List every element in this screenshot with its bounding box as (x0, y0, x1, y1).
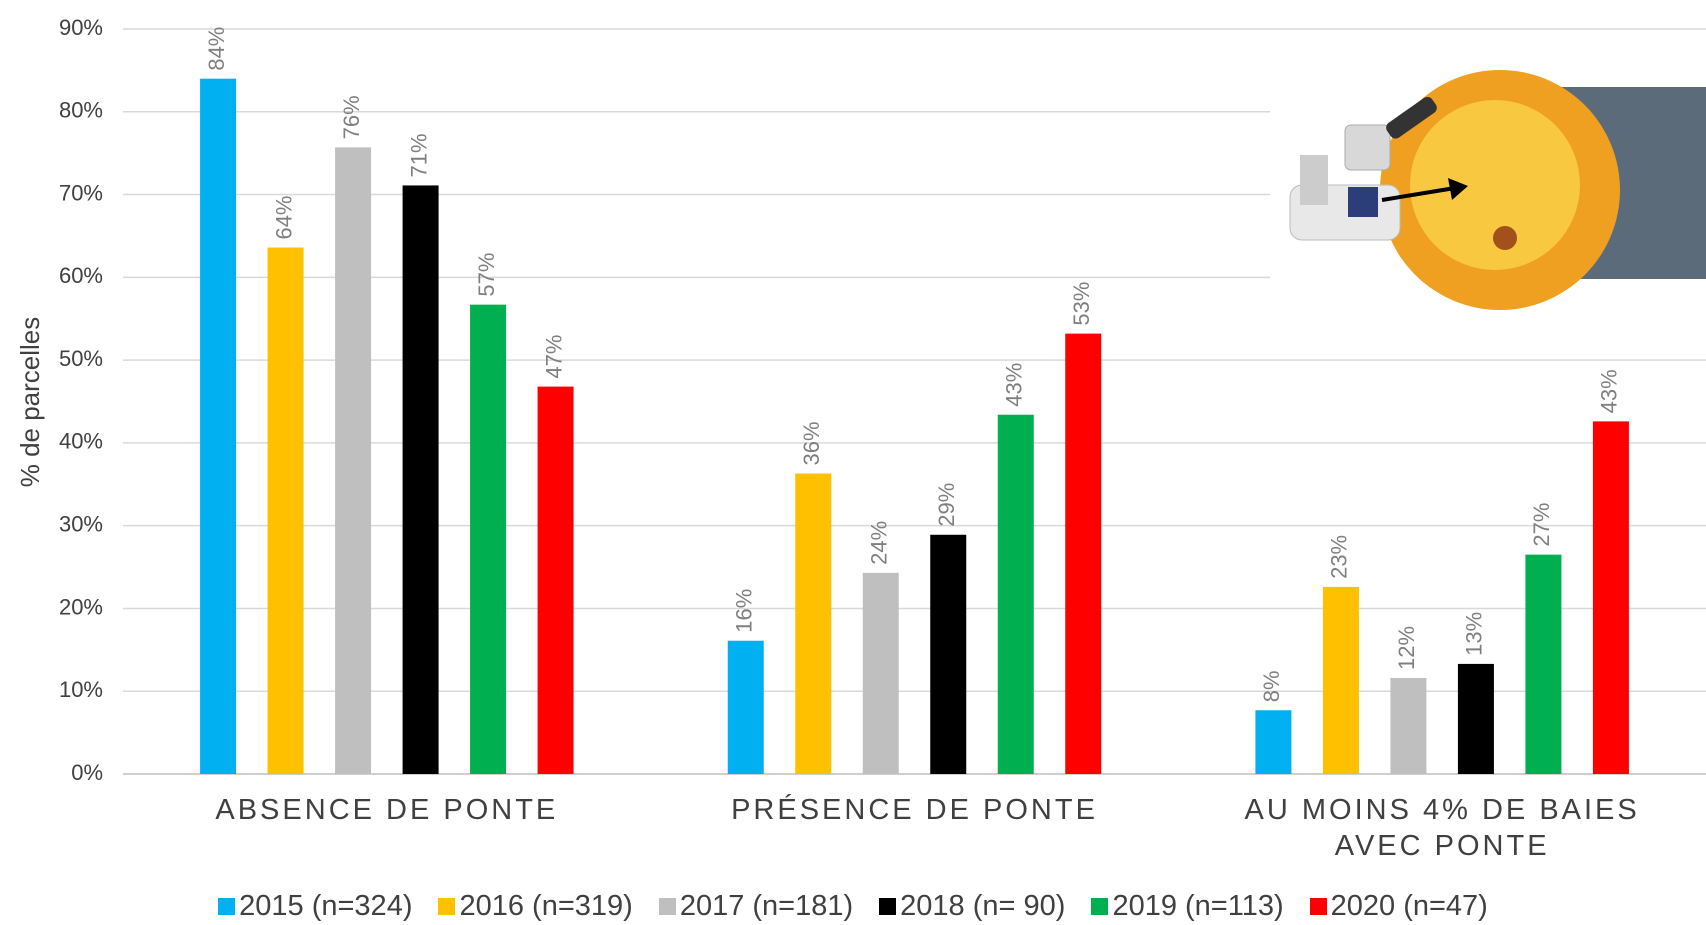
legend-swatch (218, 898, 236, 915)
bar (402, 185, 439, 774)
bar (200, 78, 237, 774)
y-tick-label: 20% (59, 594, 103, 619)
legend-label: 2020 (n=47) (1330, 890, 1488, 922)
value-label: 57% (474, 253, 499, 297)
value-label: 12% (1394, 626, 1419, 670)
y-tick-label: 90% (59, 15, 103, 40)
bar (1525, 554, 1562, 774)
y-tick-label: 50% (59, 346, 103, 371)
value-label: 71% (406, 133, 431, 177)
bar (470, 304, 507, 774)
value-label: 23% (1327, 535, 1352, 579)
bar (335, 147, 372, 775)
value-label: 27% (1529, 503, 1554, 547)
value-label: 76% (339, 95, 364, 139)
value-label: 43% (1002, 363, 1027, 407)
legend: 2015 (n=324) 2016 (n=319) 2017 (n=181) 2018… (0, 890, 1706, 923)
y-tick-label: 10% (59, 677, 103, 702)
legend-swatch (879, 898, 897, 915)
bar (1457, 663, 1494, 774)
bar (862, 572, 899, 774)
value-label: 8% (1259, 670, 1284, 702)
legend-item: 2020 (n=47) (1309, 890, 1488, 923)
value-label: 64% (271, 195, 296, 239)
bar (1065, 333, 1102, 774)
y-tick-label: 70% (59, 180, 103, 205)
legend-item: 2016 (n=319) (438, 890, 633, 923)
x-tick-label: ABSENCE DE PONTE (215, 794, 559, 826)
value-label: 29% (934, 483, 959, 527)
bar (537, 386, 574, 774)
y-tick-label: 40% (59, 429, 103, 454)
y-tick-label: 60% (59, 263, 103, 288)
y-axis-label: % de parcelles (15, 317, 45, 488)
legend-label: 2016 (n=319) (459, 890, 633, 922)
legend-label: 2017 (n=181) (679, 890, 854, 922)
value-label: 13% (1462, 612, 1487, 656)
legend-label: 2019 (n=113) (1112, 890, 1284, 922)
legend-item: 2015 (n=324) (218, 890, 412, 923)
y-tick-label: 30% (59, 511, 103, 536)
x-tick-label: PRÉSENCE DE PONTE (731, 794, 1098, 826)
y-tick-label: 0% (71, 760, 103, 785)
legend-item: 2018 (n= 90) (879, 890, 1065, 923)
legend-swatch (658, 898, 676, 915)
value-label: 47% (541, 335, 566, 379)
bar (727, 640, 764, 774)
value-label: 36% (799, 421, 824, 465)
y-tick-label: 80% (59, 98, 103, 123)
value-label: 16% (732, 589, 757, 633)
bar (930, 534, 967, 774)
legend-item: 2017 (n=181) (658, 890, 854, 923)
bar (1322, 586, 1359, 774)
value-label: 24% (867, 521, 892, 565)
legend-item: 2019 (n=113) (1091, 890, 1284, 923)
legend-swatch (1091, 898, 1109, 915)
legend-swatch (1309, 898, 1327, 915)
bar (1255, 710, 1292, 774)
bar (795, 473, 832, 774)
bar (1390, 677, 1427, 774)
bar (267, 247, 304, 775)
x-tick-label: AU MOINS 4% DE BAIES AVEC PONTE (1244, 794, 1640, 862)
legend-label: 2018 (n= 90) (900, 890, 1066, 922)
value-label: 53% (1069, 282, 1094, 326)
bar (1592, 421, 1629, 774)
illustration (1270, 70, 1706, 310)
bar (997, 414, 1034, 774)
value-label: 43% (1597, 369, 1622, 413)
value-label: 84% (204, 27, 229, 71)
legend-label: 2015 (n=324) (239, 890, 413, 922)
legend-swatch (438, 898, 456, 915)
